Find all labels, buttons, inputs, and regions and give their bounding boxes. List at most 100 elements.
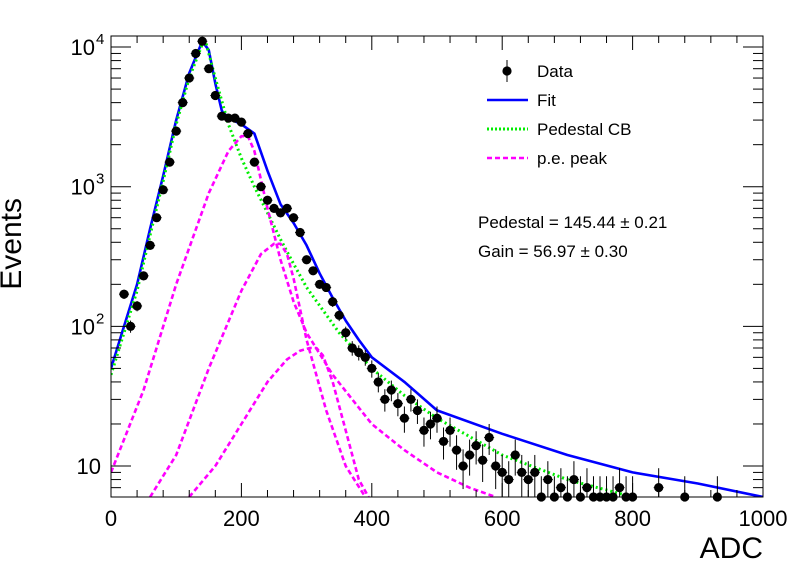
data-point (236, 117, 247, 127)
data-point-marker (197, 36, 207, 46)
data-point-marker (236, 117, 246, 127)
legend-marker (502, 66, 512, 76)
data-point-marker (282, 203, 292, 213)
data-point-marker (471, 441, 481, 451)
data-point (255, 182, 266, 192)
data-point (425, 411, 436, 440)
x-tick-label: 200 (223, 506, 260, 531)
legend-entry: Pedestal CB (487, 120, 632, 139)
data-point (373, 373, 384, 393)
data-point-marker (543, 474, 553, 485)
data-point-marker (139, 271, 149, 281)
data-point-marker (184, 73, 194, 83)
y-tick-label: 10 (71, 314, 95, 339)
data-point-marker (321, 282, 331, 293)
data-point (164, 157, 175, 167)
data-point (197, 36, 208, 46)
data-point-marker (275, 208, 286, 218)
data-point (366, 360, 377, 378)
data-point-marker (152, 213, 162, 223)
y-tick-label-exponent: 4 (96, 31, 104, 48)
data-point-marker (556, 483, 566, 493)
data-point (418, 417, 429, 447)
data-point (451, 435, 462, 470)
data-point-marker (530, 467, 540, 478)
data-point-marker (171, 126, 181, 136)
y-axis-title: Events (0, 198, 28, 290)
y-tick-label: 10 (71, 35, 95, 60)
data-point-marker (165, 157, 175, 167)
data-point-marker (484, 432, 494, 443)
legend-label: Fit (537, 91, 556, 110)
data-point (464, 439, 475, 476)
data-point (190, 48, 201, 59)
data-point (542, 461, 553, 497)
data-point (242, 129, 253, 139)
data-point-marker (458, 461, 468, 471)
data-point (308, 266, 319, 276)
data-point (471, 431, 482, 465)
data-point-marker (432, 413, 442, 423)
data-point-marker (478, 455, 488, 465)
legend-entry: p.e. peak (487, 149, 607, 168)
data-point (503, 461, 514, 497)
data-point (210, 90, 221, 101)
data-point (516, 454, 527, 497)
data-point-marker (614, 483, 625, 493)
data-point (347, 341, 358, 356)
data-point (386, 380, 397, 402)
legend-entry: Fit (487, 91, 556, 110)
curve-p-e-peak-2 (148, 242, 367, 497)
data-point (269, 203, 279, 213)
data-point (132, 301, 143, 312)
data-point-marker (510, 450, 520, 460)
data-point-marker (497, 467, 507, 478)
legend-label: Pedestal CB (537, 120, 632, 139)
data-point (555, 468, 566, 497)
annotation-gain: Gain = 56.97 ± 0.30 (478, 242, 628, 261)
data-point-marker (569, 474, 579, 485)
data-point-marker (451, 445, 462, 455)
data-point-marker (145, 240, 155, 250)
data-point (262, 195, 273, 205)
plot-frame (110, 35, 764, 498)
data-point (321, 282, 332, 293)
data-point-marker (465, 450, 475, 460)
y-tick-label: 10 (77, 454, 101, 479)
legend-label: Data (537, 62, 573, 81)
data-point (275, 208, 286, 218)
data-point (379, 389, 390, 412)
data-point (249, 157, 260, 167)
data-point-marker (517, 467, 527, 478)
data-point (399, 406, 410, 433)
data-point-marker (347, 343, 357, 353)
data-point-marker (399, 413, 409, 423)
data-point (340, 326, 351, 340)
data-point (334, 310, 345, 322)
data-point-marker (438, 436, 449, 447)
data-point-marker (654, 483, 664, 493)
curve-p-e-peak-3 (188, 346, 370, 497)
data-point-marker (119, 289, 129, 299)
data-point (301, 255, 312, 265)
data-point (138, 271, 149, 281)
data-point-marker (491, 461, 501, 471)
data-point-marker (302, 255, 312, 265)
data-point-marker (406, 394, 416, 404)
data-point (184, 73, 195, 83)
data-point-marker (269, 203, 279, 213)
data-point-marker (445, 425, 455, 435)
data-point-marker (288, 213, 299, 223)
data-point (177, 98, 188, 108)
x-axis-title: ADC (700, 532, 763, 565)
legend: Data Fit Pedestal CB p.e. peak (487, 60, 632, 168)
data-point-marker (243, 129, 253, 139)
data-point-marker (425, 419, 436, 429)
x-tick-label: 600 (484, 506, 521, 531)
data-point-marker (308, 266, 318, 276)
data-point-marker (210, 90, 220, 101)
data-point-marker (360, 352, 370, 362)
